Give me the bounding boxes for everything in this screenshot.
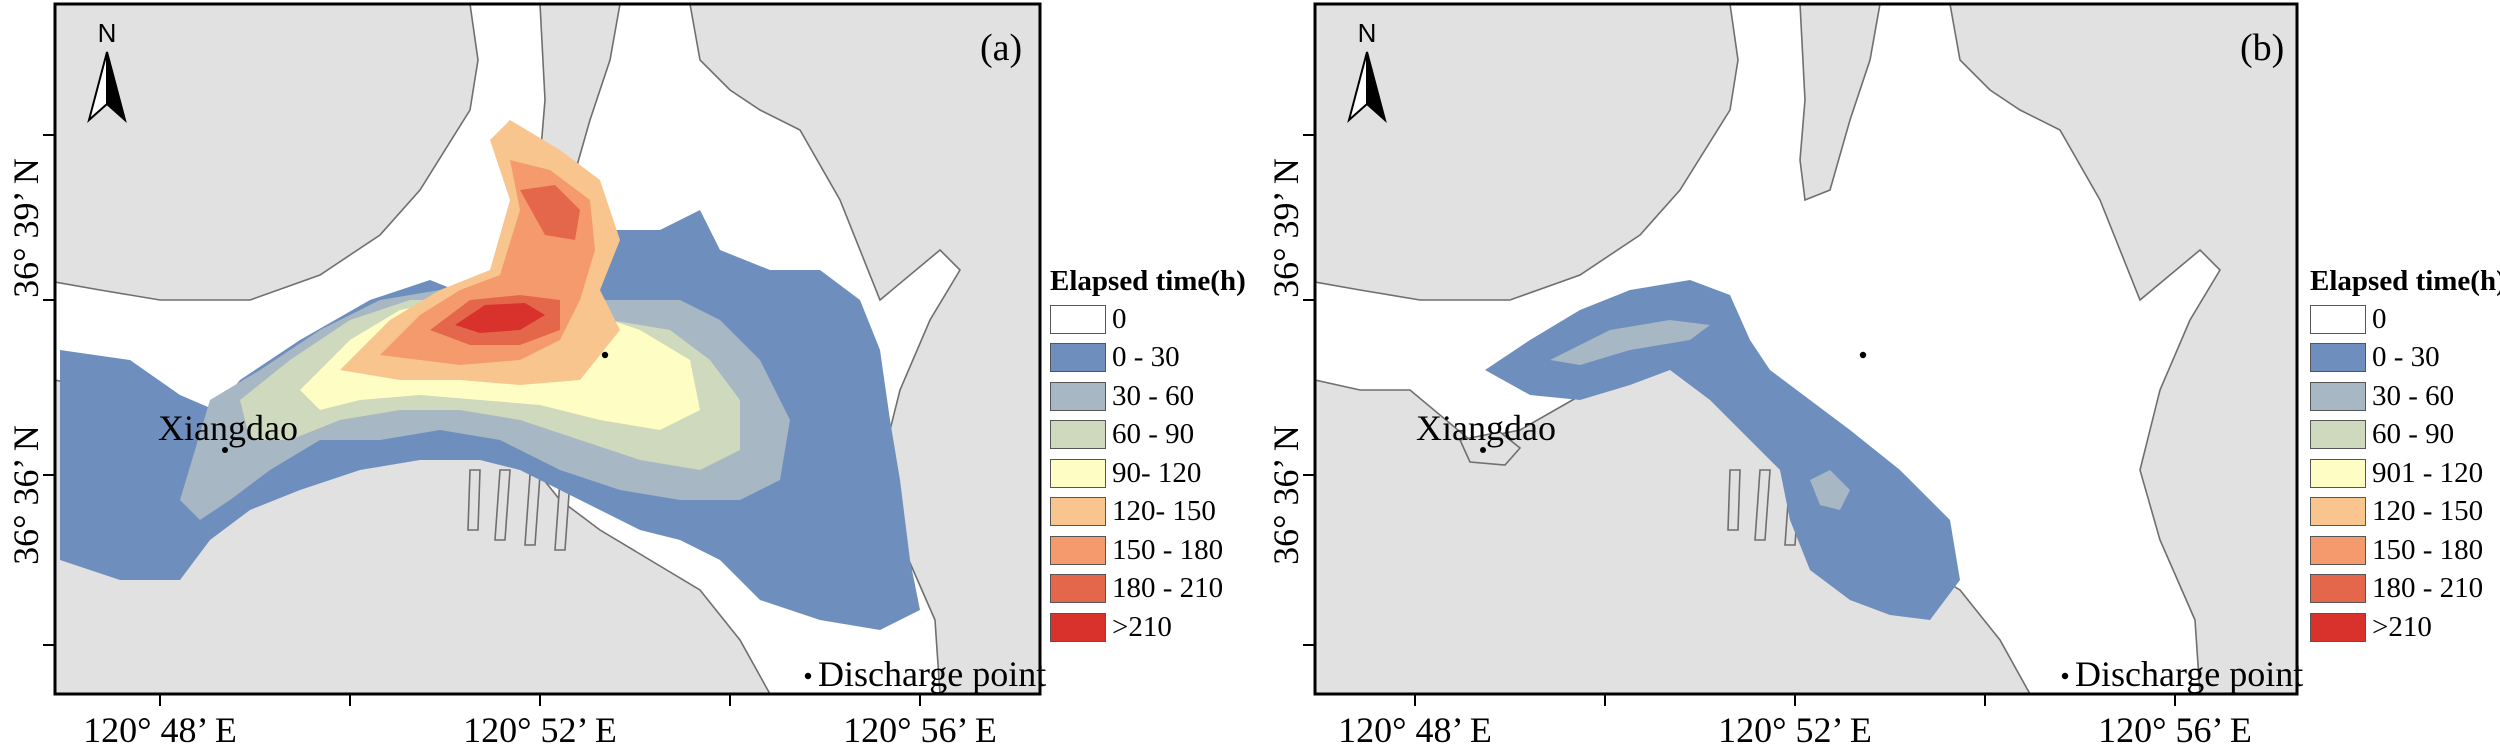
map-b-svg: Xiangdao Discharge point (b) 36° 39’ N 3… [1266, 2, 2303, 746]
contour-gt-210 [455, 303, 545, 333]
legend-item: 0 - 30 [2310, 339, 2500, 378]
legend-item: 30 - 60 [1050, 377, 1246, 416]
land-north-east [689, 4, 1040, 694]
lat-label-39: 36° 39’ N [1266, 158, 1306, 298]
legend-item: >210 [1050, 608, 1246, 647]
legend-item: 150 - 180 [1050, 531, 1246, 570]
legend-swatch [2310, 381, 2366, 411]
legend-item: 0 - 30 [1050, 339, 1246, 378]
lon-label-56: 120° 56’ E [2098, 710, 2252, 746]
legend-swatch [2310, 574, 2366, 604]
discharge-point-marker [601, 351, 609, 359]
legend-swatch [2310, 497, 2366, 527]
legend-item: 60 - 90 [1050, 416, 1246, 455]
discharge-legend-marker [2061, 672, 2069, 680]
legend-item: 901 - 120 [2310, 454, 2500, 493]
map-b-content [1315, 4, 2297, 694]
land-north-finger [1799, 4, 1881, 202]
legend-swatch [1050, 420, 1106, 450]
discharge-point-label: Discharge point [818, 654, 1046, 694]
north-arrow-icon: N [1347, 18, 1387, 123]
lon-label-48: 120° 48’ E [83, 710, 237, 746]
xiangdao-marker [222, 447, 228, 453]
legend-item: 90- 120 [1050, 454, 1246, 493]
legend-swatch [1050, 574, 1106, 604]
legend-title: Elapsed time(h) [2310, 265, 2500, 297]
legend-item: 180 - 210 [1050, 570, 1246, 609]
legend-swatch [1050, 458, 1106, 488]
xiangdao-island [1458, 431, 1522, 466]
legend-item: 120- 150 [1050, 493, 1246, 532]
land-north-west [55, 4, 479, 301]
legend-a: Elapsed time(h) 0 0 - 30 30 - 60 60 - 90… [1050, 262, 1246, 647]
svg-text:N: N [1358, 18, 1377, 48]
contour-0-30 [1485, 280, 1960, 620]
land-north-east [1949, 4, 2297, 694]
legend-swatch [2310, 535, 2366, 565]
lat-label-36: 36° 36’ N [1266, 425, 1306, 565]
discharge-point-marker [1859, 351, 1867, 359]
panel-letter: (b) [2240, 27, 2284, 69]
lon-label-56: 120° 56’ E [843, 710, 997, 746]
lon-label-52: 120° 52’ E [463, 710, 617, 746]
discharge-legend-marker [804, 672, 812, 680]
lon-label-52: 120° 52’ E [1718, 710, 1872, 746]
legend-swatch [1050, 304, 1106, 334]
map-b-frame [1313, 2, 2299, 696]
map-a-frame [53, 2, 1042, 696]
legend-swatch [1050, 535, 1106, 565]
legend-swatch [2310, 420, 2366, 450]
graticule-ticks-a [43, 134, 921, 706]
graticule-ticks-b [1303, 134, 2176, 706]
legend-item: 60 - 90 [2310, 416, 2500, 455]
panel-letter: (a) [980, 27, 1022, 69]
map-a-svg: Xiangdao Discharge point (a) 36° 39’ N 3… [6, 2, 1046, 746]
legend-swatch [2310, 612, 2366, 642]
legend-title: Elapsed time(h) [1050, 265, 1246, 297]
map-panel-a: Xiangdao Discharge point (a) 36° 39’ N 3… [6, 2, 1246, 746]
legend-swatch [2310, 343, 2366, 373]
discharge-point-label: Discharge point [2075, 654, 2303, 694]
legend-swatch [2310, 458, 2366, 488]
north-arrow-icon: N [87, 18, 127, 123]
legend-swatch [1050, 343, 1106, 373]
lat-label-39: 36° 39’ N [6, 158, 46, 298]
legend-swatch [1050, 497, 1106, 527]
legend-item: 150 - 180 [2310, 531, 2500, 570]
legend-swatch [1050, 381, 1106, 411]
contour-30-60 [1550, 320, 1850, 510]
map-panel-b: Xiangdao Discharge point (b) 36° 39’ N 3… [1250, 0, 2500, 746]
lon-label-48: 120° 48’ E [1338, 710, 1492, 746]
legend-item: 180 - 210 [2310, 570, 2500, 609]
legend-item: 30 - 60 [2310, 377, 2500, 416]
legend-item: 120 - 150 [2310, 493, 2500, 532]
place-label-xiangdao: Xiangdao [1416, 408, 1556, 448]
map-a-content [55, 4, 1040, 694]
xiangdao-marker [1480, 447, 1486, 453]
legend-swatch [1050, 612, 1106, 642]
legend-swatch [2310, 304, 2366, 334]
land-north-west [1315, 4, 1739, 301]
legend-b: Elapsed time(h) 0 0 - 30 30 - 60 60 - 90… [2310, 262, 2500, 647]
lat-label-36: 36° 36’ N [6, 425, 46, 565]
svg-text:N: N [98, 18, 117, 48]
legend-item: 0 [1050, 300, 1246, 339]
legend-item: >210 [2310, 608, 2500, 647]
legend-item: 0 [2310, 300, 2500, 339]
contour-180-210 [430, 185, 580, 345]
place-label-xiangdao: Xiangdao [158, 408, 298, 448]
south-jetties [467, 469, 571, 551]
